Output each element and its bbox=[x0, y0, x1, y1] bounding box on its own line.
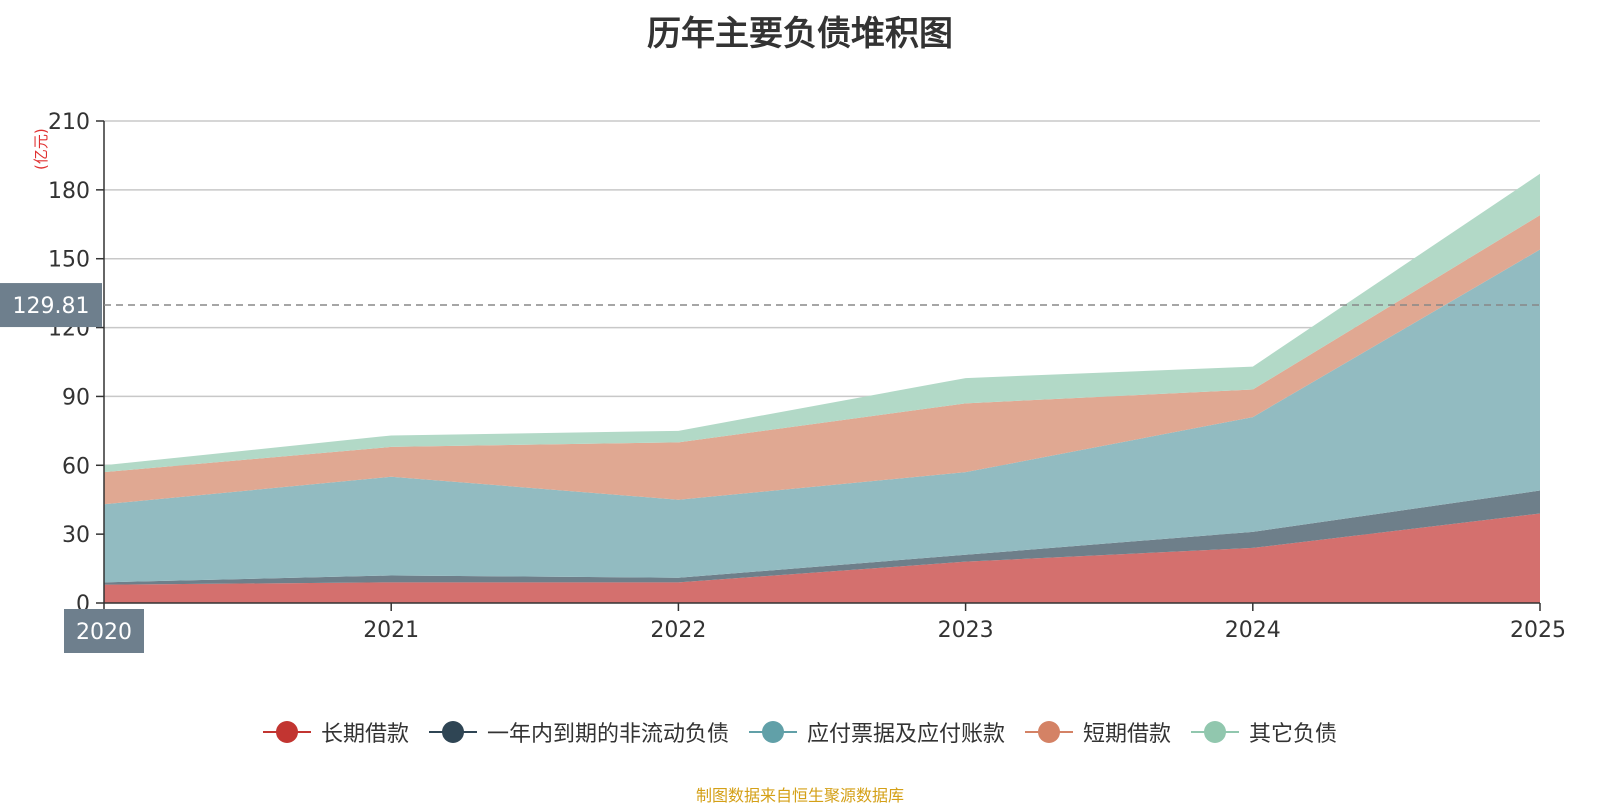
legend-marker-icon bbox=[262, 719, 311, 745]
legend-marker-icon bbox=[1025, 719, 1073, 745]
y-tick-label-210: 210 bbox=[48, 110, 90, 135]
legend-marker-icon bbox=[748, 719, 797, 745]
y-tick-label-90: 90 bbox=[62, 385, 90, 410]
axes bbox=[103, 121, 1540, 604]
legend-item-3[interactable]: 应付票据及应付账款 bbox=[748, 716, 1005, 748]
crosshair-cursor: 129.81 2020 bbox=[0, 283, 1540, 653]
legend-marker-icon bbox=[428, 719, 477, 745]
x-tick-label-2021: 2021 bbox=[363, 618, 419, 643]
area-series-1 bbox=[104, 513, 1540, 603]
legend-item-2[interactable]: 一年内到期的非流动负债 bbox=[428, 716, 729, 748]
x-tick-label-2025: 2025 bbox=[1510, 618, 1566, 643]
legend-item-4[interactable]: 短期借款 bbox=[1025, 716, 1171, 748]
chart-title: 历年主要负债堆积图 bbox=[647, 14, 953, 54]
x-pointer-box bbox=[64, 609, 144, 653]
source-note: 制图数据来自恒生聚源数据库 bbox=[695, 786, 904, 805]
x-tick-labels: 2020 2021 2022 2023 2024 2025 bbox=[76, 603, 1566, 643]
y-tick-label-60: 60 bbox=[62, 454, 90, 479]
area-series-3 bbox=[104, 249, 1540, 583]
legend-label: 应付票据及应付账款 bbox=[806, 722, 1005, 747]
y-tick-label-30: 30 bbox=[62, 523, 90, 548]
legend-label: 长期借款 bbox=[320, 722, 409, 747]
x-tick-label-2024: 2024 bbox=[1225, 618, 1281, 643]
legend-item-1[interactable]: 长期借款 bbox=[262, 716, 409, 748]
legend-item-5[interactable]: 其它负债 bbox=[1191, 716, 1337, 748]
x-tick-label-2022: 2022 bbox=[650, 618, 706, 643]
legend-label: 短期借款 bbox=[1083, 722, 1172, 747]
area-series-5 bbox=[104, 173, 1540, 473]
y-pointer-label: 129.81 bbox=[13, 294, 90, 319]
x-tick-label-2023: 2023 bbox=[938, 618, 994, 643]
y-pointer-box bbox=[0, 283, 102, 328]
area-series-group bbox=[104, 173, 1540, 603]
area-series-2 bbox=[104, 490, 1540, 585]
legend: 长期借款 一年内到期的非流动负债 应付票据及应付账款 短期借款 其它负债 bbox=[0, 716, 1600, 748]
area-series-4 bbox=[104, 215, 1540, 505]
legend-label: 其它负债 bbox=[1249, 722, 1338, 747]
legend-marker-icon bbox=[1191, 719, 1240, 745]
legend-label: 一年内到期的非流动负债 bbox=[486, 722, 729, 747]
y-tick-label-180: 180 bbox=[48, 179, 90, 204]
y-tick-label-150: 150 bbox=[48, 248, 90, 273]
x-pointer-label: 2020 bbox=[76, 620, 132, 645]
